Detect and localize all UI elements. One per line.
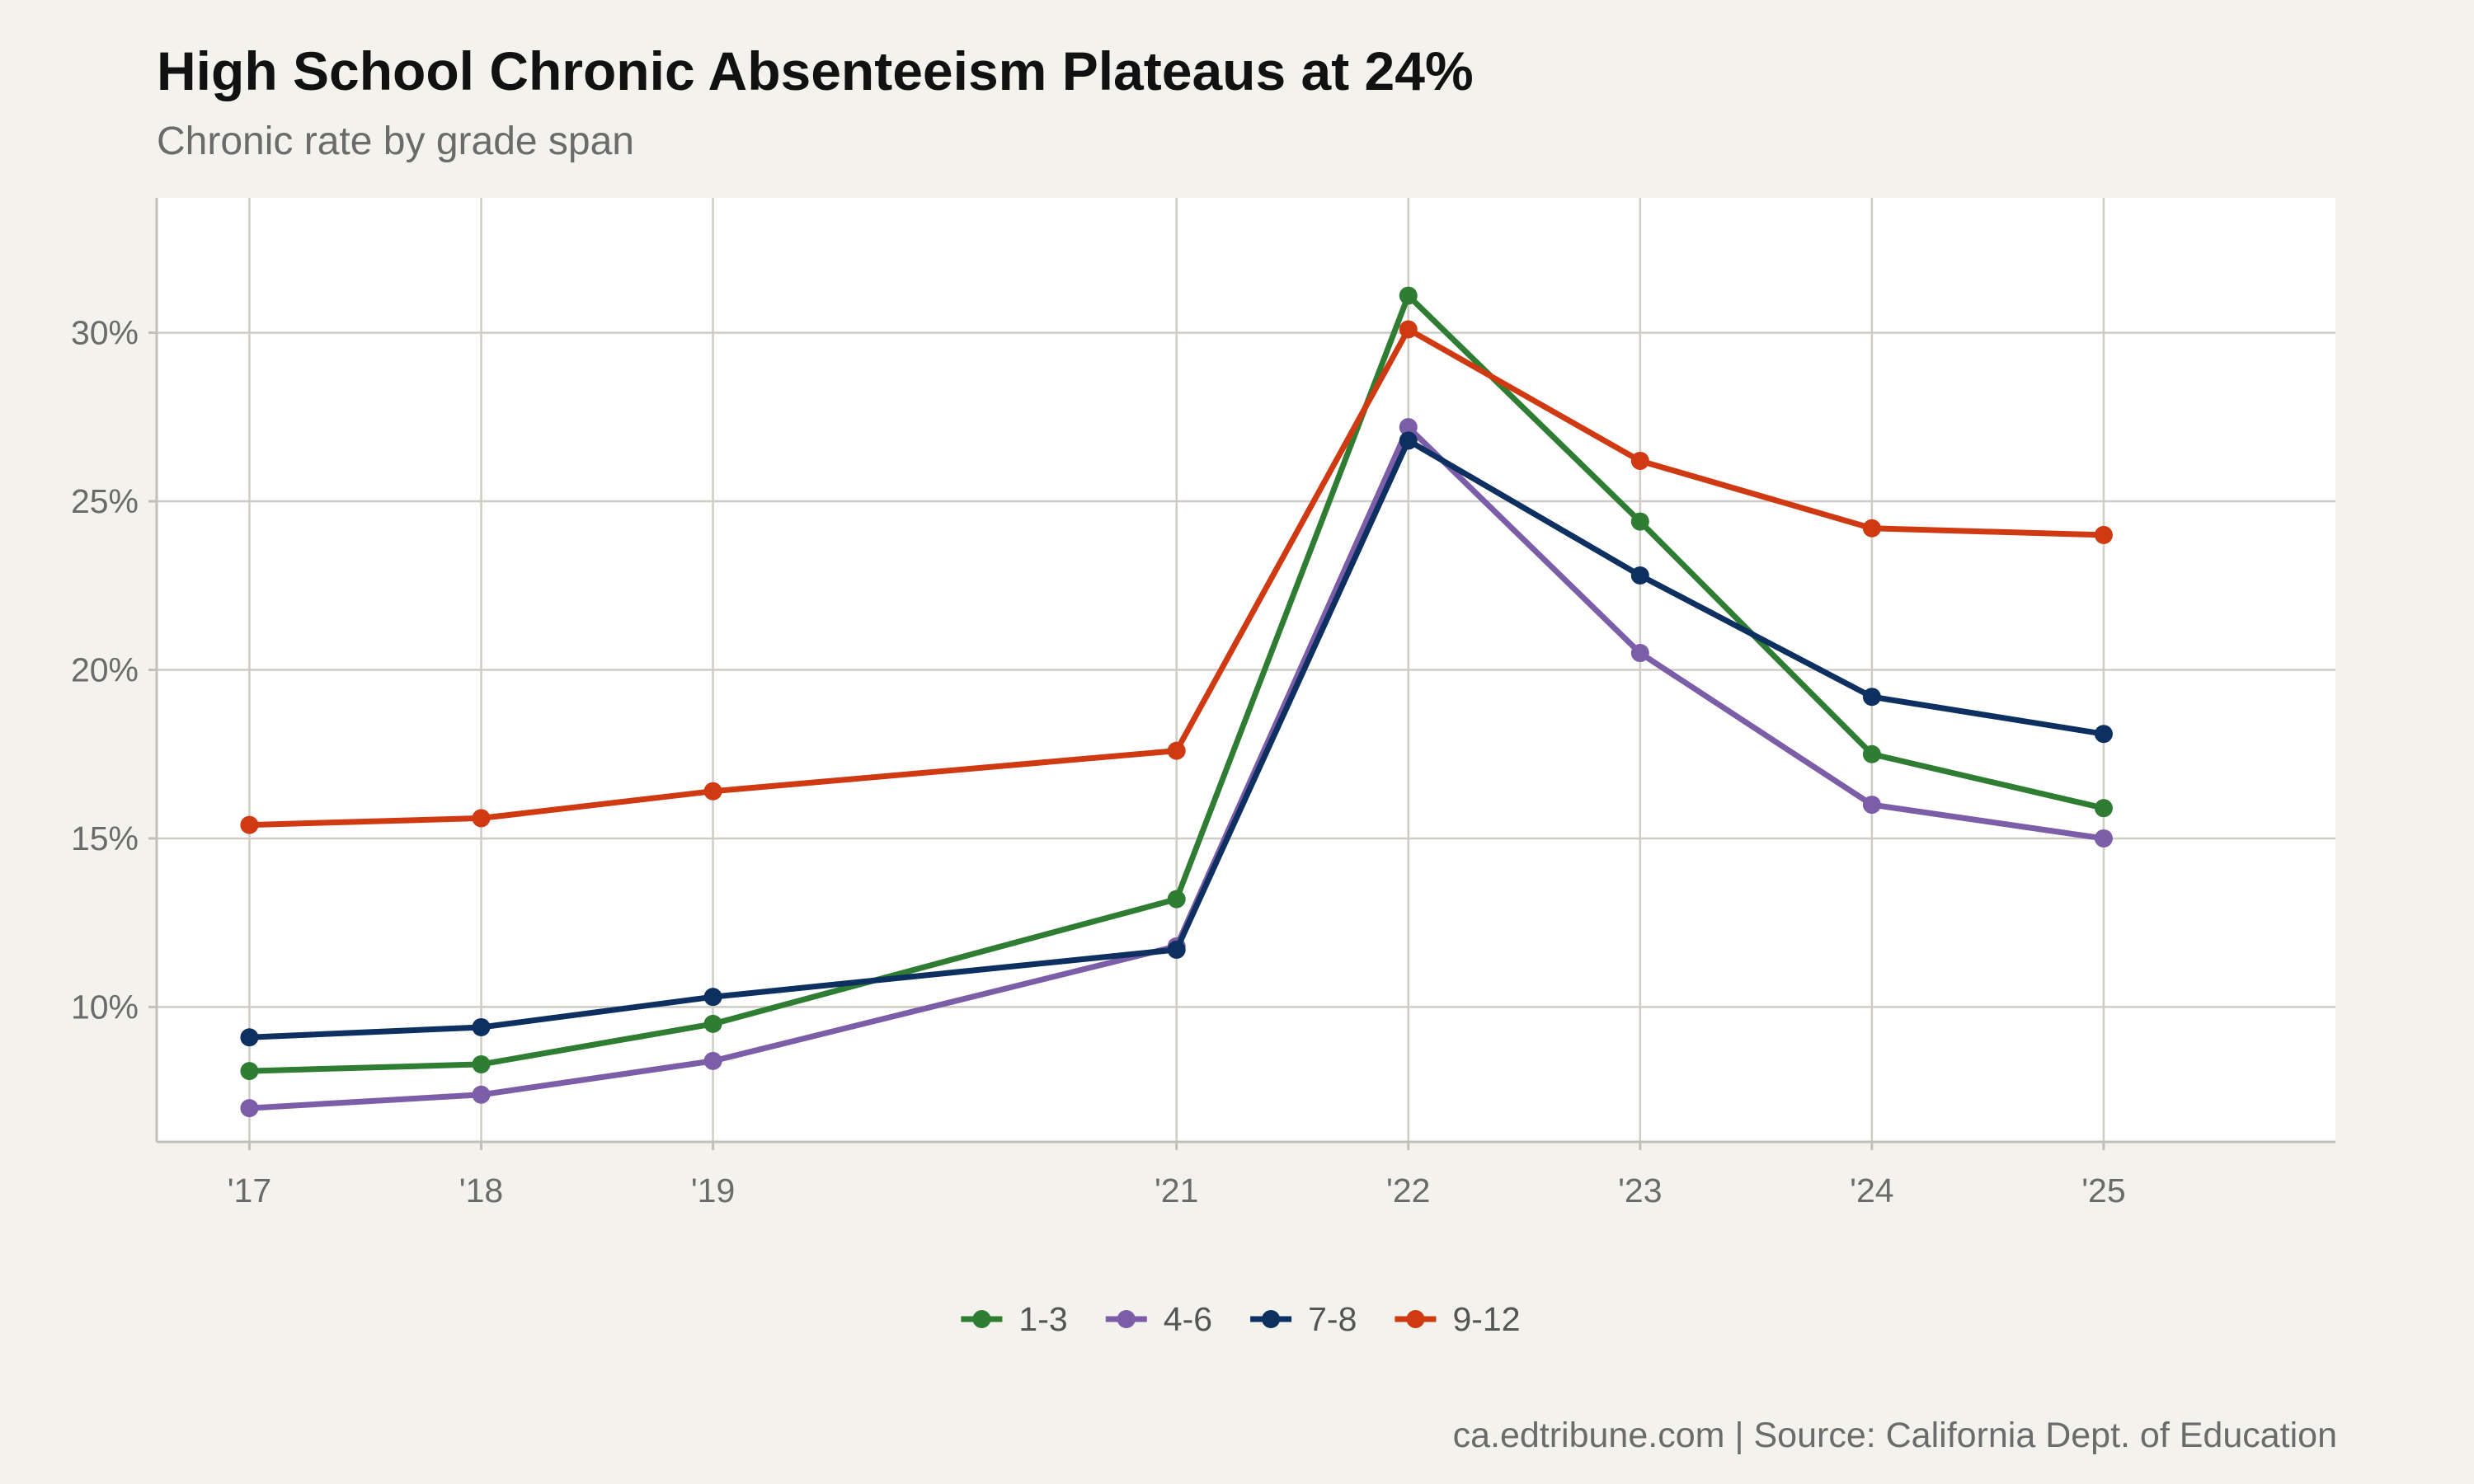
data-point-4-6-2023 xyxy=(1630,644,1649,663)
data-point-9-12-2023 xyxy=(1630,451,1649,470)
x-tick-label-2018: '18 xyxy=(459,1172,503,1209)
data-point-1-3-2025 xyxy=(2094,799,2113,818)
legend-label-4-6: 4-6 xyxy=(1164,1300,1212,1338)
legend-item-1-3: 1-3 xyxy=(961,1300,1068,1338)
data-point-1-3-2022 xyxy=(1399,286,1418,305)
y-tick-labels: 10% 15% 20% 25% 30% xyxy=(71,314,157,1026)
data-point-7-8-2017 xyxy=(240,1028,259,1047)
legend-label-7-8: 7-8 xyxy=(1308,1300,1357,1338)
data-point-9-12-2017 xyxy=(240,815,259,834)
x-tick-labels: '17 '18 '19 '21 '22 '23 '24 '25 xyxy=(228,1142,2126,1209)
data-point-1-3-2017 xyxy=(240,1062,259,1081)
data-point-1-3-2019 xyxy=(703,1014,722,1033)
chart-title: High School Chronic Absenteeism Plateaus… xyxy=(157,40,1474,101)
legend-key-point-1-3 xyxy=(972,1310,991,1328)
series-line-4-6 xyxy=(246,424,2107,1111)
y-tick-label-10: 10% xyxy=(71,988,139,1026)
legend-label-1-3: 1-3 xyxy=(1018,1300,1067,1338)
chart-caption: ca.edtribune.com | Source: California De… xyxy=(1452,1416,2337,1455)
series-4-6 xyxy=(240,418,2113,1118)
legend-item-4-6: 4-6 xyxy=(1105,1300,1212,1338)
data-point-7-8-2021 xyxy=(1167,940,1186,959)
x-tick-label-2025: '25 xyxy=(2081,1172,2125,1209)
x-tick-label-2021: '21 xyxy=(1155,1172,1198,1209)
legend-key-point-4-6 xyxy=(1117,1310,1136,1328)
chart-subtitle: Chronic rate by grade span xyxy=(157,120,634,163)
y-tick-label-15: 15% xyxy=(71,819,139,857)
data-point-4-6-2025 xyxy=(2094,829,2113,848)
data-point-7-8-2019 xyxy=(703,988,722,1007)
legend-label-9-12: 9-12 xyxy=(1452,1300,1520,1338)
x-tick-label-2023: '23 xyxy=(1618,1172,1662,1209)
data-point-4-6-2024 xyxy=(1862,796,1881,815)
data-point-9-12-2024 xyxy=(1862,519,1881,538)
x-tick-label-2019: '19 xyxy=(691,1172,735,1209)
data-point-1-3-2021 xyxy=(1167,890,1186,909)
data-point-9-12-2021 xyxy=(1167,741,1186,760)
series-line-7-8 xyxy=(246,437,2107,1040)
data-point-1-3-2024 xyxy=(1862,744,1881,763)
grid-lines xyxy=(157,198,2335,1142)
x-tick-label-2017: '17 xyxy=(228,1172,271,1209)
data-point-1-3-2018 xyxy=(472,1054,491,1073)
data-point-7-8-2018 xyxy=(472,1017,491,1036)
series-line-1-3 xyxy=(246,293,2107,1074)
data-point-9-12-2025 xyxy=(2094,525,2113,544)
legend: 1-3 4-6 7-8 9-12 xyxy=(961,1300,1521,1338)
x-tick-label-2024: '24 xyxy=(1850,1172,1893,1209)
legend-key-point-9-12 xyxy=(1406,1310,1425,1328)
data-point-4-6-2019 xyxy=(703,1051,722,1070)
data-point-7-8-2023 xyxy=(1630,566,1649,585)
data-point-4-6-2018 xyxy=(472,1085,491,1104)
legend-key-point-7-8 xyxy=(1262,1310,1281,1328)
data-point-1-3-2023 xyxy=(1630,512,1649,531)
x-tick-label-2022: '22 xyxy=(1386,1172,1430,1209)
series-7-8 xyxy=(240,431,2113,1047)
legend-item-7-8: 7-8 xyxy=(1250,1300,1357,1338)
data-point-4-6-2017 xyxy=(240,1099,259,1118)
series-1-3 xyxy=(240,286,2113,1081)
y-tick-label-20: 20% xyxy=(71,651,139,689)
series-line-9-12 xyxy=(246,326,2107,829)
y-tick-label-30: 30% xyxy=(71,314,139,352)
data-point-7-8-2025 xyxy=(2094,725,2113,744)
data-point-4-6-2022 xyxy=(1399,418,1418,437)
data-point-9-12-2018 xyxy=(472,809,491,828)
series-lines xyxy=(240,286,2113,1118)
y-tick-label-25: 25% xyxy=(71,482,139,520)
legend-item-9-12: 9-12 xyxy=(1395,1300,1521,1338)
data-point-9-12-2022 xyxy=(1399,320,1418,339)
series-9-12 xyxy=(240,320,2113,834)
data-point-7-8-2024 xyxy=(1862,688,1881,707)
data-point-7-8-2022 xyxy=(1399,431,1418,450)
data-point-9-12-2019 xyxy=(703,782,722,801)
